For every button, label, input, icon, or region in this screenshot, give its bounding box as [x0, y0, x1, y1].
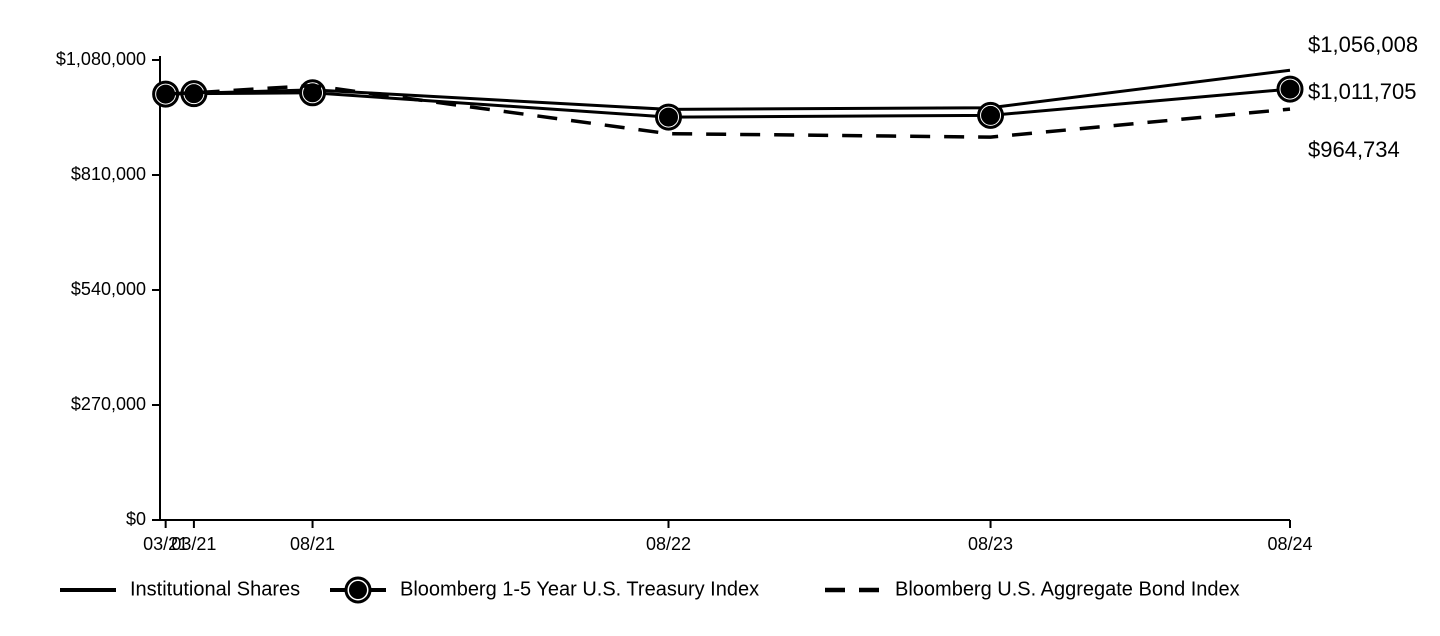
- y-tick-label: $270,000: [71, 394, 146, 414]
- legend-marker-treasury: [349, 581, 367, 599]
- x-tick-label: 08/21: [290, 534, 335, 554]
- x-tick-label: 08/23: [968, 534, 1013, 554]
- y-tick-label: $1,080,000: [56, 49, 146, 69]
- legend-label-institutional: Institutional Shares: [130, 578, 300, 600]
- line-chart: $0 $270,000 $540,000 $810,000 $1,080,000 03/2…: [0, 0, 1440, 636]
- y-tick-label: $0: [126, 509, 146, 529]
- series-marker-treasury: [982, 106, 1000, 124]
- x-tick-label: 08/24: [1267, 534, 1312, 554]
- x-tick-label: 03/21: [171, 534, 216, 554]
- series-end-label-aggregate: $964,734: [1308, 137, 1400, 162]
- series-end-label-institutional: $1,056,008: [1308, 32, 1418, 57]
- series-end-label-treasury: $1,011,705: [1308, 79, 1416, 104]
- y-tick-label: $810,000: [71, 164, 146, 184]
- y-tick-label: $540,000: [71, 279, 146, 299]
- legend-label-aggregate: Bloomberg U.S. Aggregate Bond Index: [895, 578, 1240, 600]
- series-marker-treasury: [660, 108, 678, 126]
- x-tick-label: 08/22: [646, 534, 691, 554]
- series-marker-treasury: [1281, 80, 1299, 98]
- legend-label-treasury: Bloomberg 1-5 Year U.S. Treasury Index: [400, 578, 759, 600]
